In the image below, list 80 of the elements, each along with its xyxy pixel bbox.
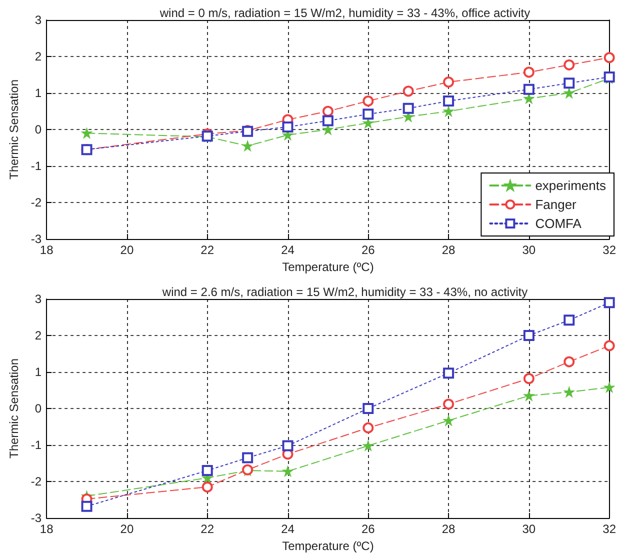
x-tick-label: 24 [281, 243, 295, 257]
point [322, 106, 334, 117]
point [444, 416, 454, 426]
point [564, 78, 575, 89]
x-tick-label: 22 [200, 243, 214, 257]
point [443, 96, 454, 107]
x-tick-label: 30 [522, 243, 536, 257]
legend-label: COMFA [535, 216, 582, 231]
y-tick-label: -3 [30, 232, 42, 246]
point [443, 398, 454, 410]
x-tick-label: 20 [120, 522, 134, 536]
point [443, 368, 454, 379]
y-tick-label: -3 [30, 511, 42, 525]
y-tick-label: 2 [34, 328, 42, 342]
point [362, 422, 374, 434]
x-tick-label: 20 [120, 243, 134, 257]
x-axis-title: Temperature (ºC) [282, 538, 374, 553]
x-tick-label: 26 [361, 243, 376, 257]
point [524, 390, 534, 401]
y-axis-title: Thermic Sensation [7, 358, 21, 459]
chart-title: wind = 0 m/s, radiation = 15 W/m2, humidity = 33 - 43%, office activity [158, 6, 530, 20]
point [523, 66, 534, 78]
legend-label: experiments [535, 178, 606, 193]
point [402, 86, 414, 97]
point [523, 373, 534, 384]
x-axis-title: Temperature (ºC) [282, 260, 374, 274]
point [604, 382, 614, 392]
point [322, 115, 334, 126]
y-tick-label: -2 [30, 474, 42, 488]
point [523, 84, 534, 95]
x-tick-label: 18 [40, 243, 54, 257]
point [523, 330, 534, 341]
point [524, 93, 534, 104]
point [564, 314, 575, 326]
x-tick-label: 24 [281, 522, 295, 536]
point [363, 440, 374, 451]
x-tick-label: 32 [602, 522, 616, 536]
point [604, 52, 615, 64]
point [282, 121, 294, 132]
y-axis-title: Thermic Sensation [7, 79, 21, 180]
point [282, 440, 294, 452]
point [604, 297, 615, 308]
point [564, 88, 574, 98]
x-tick-label: 18 [40, 522, 54, 536]
chart-title: wind = 2.6 m/s, radiation = 15 W/m2, humidity = 33 - 43%, no activity [161, 285, 528, 299]
point [564, 356, 575, 368]
y-tick-label: 1 [34, 86, 42, 100]
point [443, 76, 454, 88]
point [564, 59, 575, 70]
x-tick-label: 22 [200, 522, 214, 536]
x-tick-label: 28 [442, 522, 456, 536]
y-tick-label: 3 [34, 292, 42, 306]
y-tick-label: -1 [30, 438, 42, 452]
y-tick-label: 0 [34, 402, 42, 416]
point [82, 128, 92, 138]
x-tick-label: 26 [361, 522, 376, 536]
point [362, 108, 374, 120]
y-tick-label: -1 [30, 159, 42, 173]
y-tick-label: -2 [30, 196, 42, 210]
point [362, 96, 374, 107]
point [242, 140, 253, 151]
point [202, 481, 213, 492]
y-tick-label: 1 [34, 365, 42, 379]
point [604, 340, 615, 352]
x-tick-label: 32 [602, 243, 616, 257]
point [81, 500, 92, 512]
point [322, 124, 333, 134]
point [282, 466, 293, 476]
point [242, 452, 254, 464]
point [202, 465, 213, 476]
x-tick-label: 28 [442, 243, 456, 257]
point [362, 403, 374, 414]
legend-label: Fanger [535, 197, 578, 212]
point [564, 387, 574, 398]
point [402, 102, 414, 114]
x-tick-label: 30 [522, 522, 536, 536]
y-tick-label: 0 [34, 122, 42, 136]
y-tick-label: 3 [34, 13, 42, 27]
point [444, 106, 454, 116]
y-tick-label: 2 [34, 50, 42, 64]
